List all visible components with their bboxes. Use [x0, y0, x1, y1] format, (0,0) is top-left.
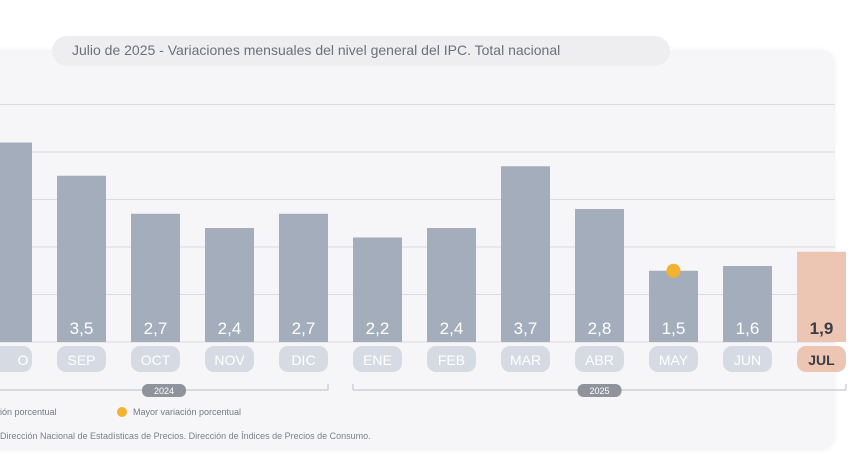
year-pill — [577, 384, 622, 397]
source-note: Dirección Nacional de Estadísticas de Pr… — [0, 431, 371, 441]
bar-nov — [205, 228, 254, 342]
bar-dic — [279, 213, 328, 342]
value-label: 2,4 — [440, 319, 464, 338]
category-label: MAR — [510, 352, 541, 368]
category-pill — [353, 346, 402, 372]
category-pill — [57, 346, 106, 372]
value-label: 3,7 — [514, 319, 538, 338]
bar-sep — [57, 175, 106, 342]
category-label: ABR — [585, 352, 614, 368]
category-pill — [131, 346, 180, 372]
bar-jul — [797, 251, 846, 342]
legend-label-bars: ión porcentual — [0, 407, 57, 417]
bar-ago — [0, 142, 32, 342]
chart-title: Julio de 2025 - Variaciones mensuales de… — [72, 42, 561, 58]
category-pill — [649, 346, 698, 372]
max-variation-marker — [666, 263, 681, 278]
value-label: 1,9 — [810, 319, 834, 338]
value-label: 2,2 — [366, 319, 390, 338]
title-pill — [52, 36, 670, 66]
value-label: 2,4 — [218, 319, 242, 338]
legend-dot-icon — [117, 407, 127, 417]
year-label: 2024 — [154, 386, 174, 396]
category-pill — [427, 346, 476, 372]
bar-mar — [501, 166, 550, 342]
value-label: 2,7 — [292, 319, 316, 338]
category-pill — [205, 346, 254, 372]
value-label: 2,7 — [144, 319, 168, 338]
value-label: 1,5 — [662, 319, 686, 338]
bar-ene — [353, 237, 402, 342]
bar-feb — [427, 228, 476, 342]
value-label: 1,6 — [736, 319, 760, 338]
value-label: 2,8 — [588, 319, 612, 338]
bar-oct — [131, 213, 180, 342]
category-pill — [797, 346, 846, 372]
category-pill — [279, 346, 328, 372]
bar-jun — [723, 266, 772, 342]
category-label: JUL — [808, 352, 835, 368]
category-label: ENE — [363, 352, 392, 368]
legend-item-bars: ión porcentual — [0, 407, 57, 417]
category-label: NOV — [214, 352, 245, 368]
category-label: DIC — [291, 352, 315, 368]
category-pill — [723, 346, 772, 372]
category-label: MAY — [659, 352, 689, 368]
category-label: SEP — [67, 352, 95, 368]
category-pill — [575, 346, 624, 372]
category-pill — [501, 346, 550, 372]
category-pill — [0, 346, 32, 372]
legend-item-max: Mayor variación porcentual — [117, 407, 241, 417]
category-label: FEB — [438, 352, 465, 368]
legend-label-max: Mayor variación porcentual — [133, 407, 242, 417]
year-pill — [142, 384, 186, 397]
category-label: O — [18, 352, 29, 368]
category-label: OCT — [141, 352, 171, 368]
bar-abr — [575, 209, 624, 342]
value-label: 3,5 — [70, 319, 94, 338]
year-label: 2025 — [589, 386, 609, 396]
category-label: JUN — [734, 352, 761, 368]
bar-may — [649, 270, 698, 342]
